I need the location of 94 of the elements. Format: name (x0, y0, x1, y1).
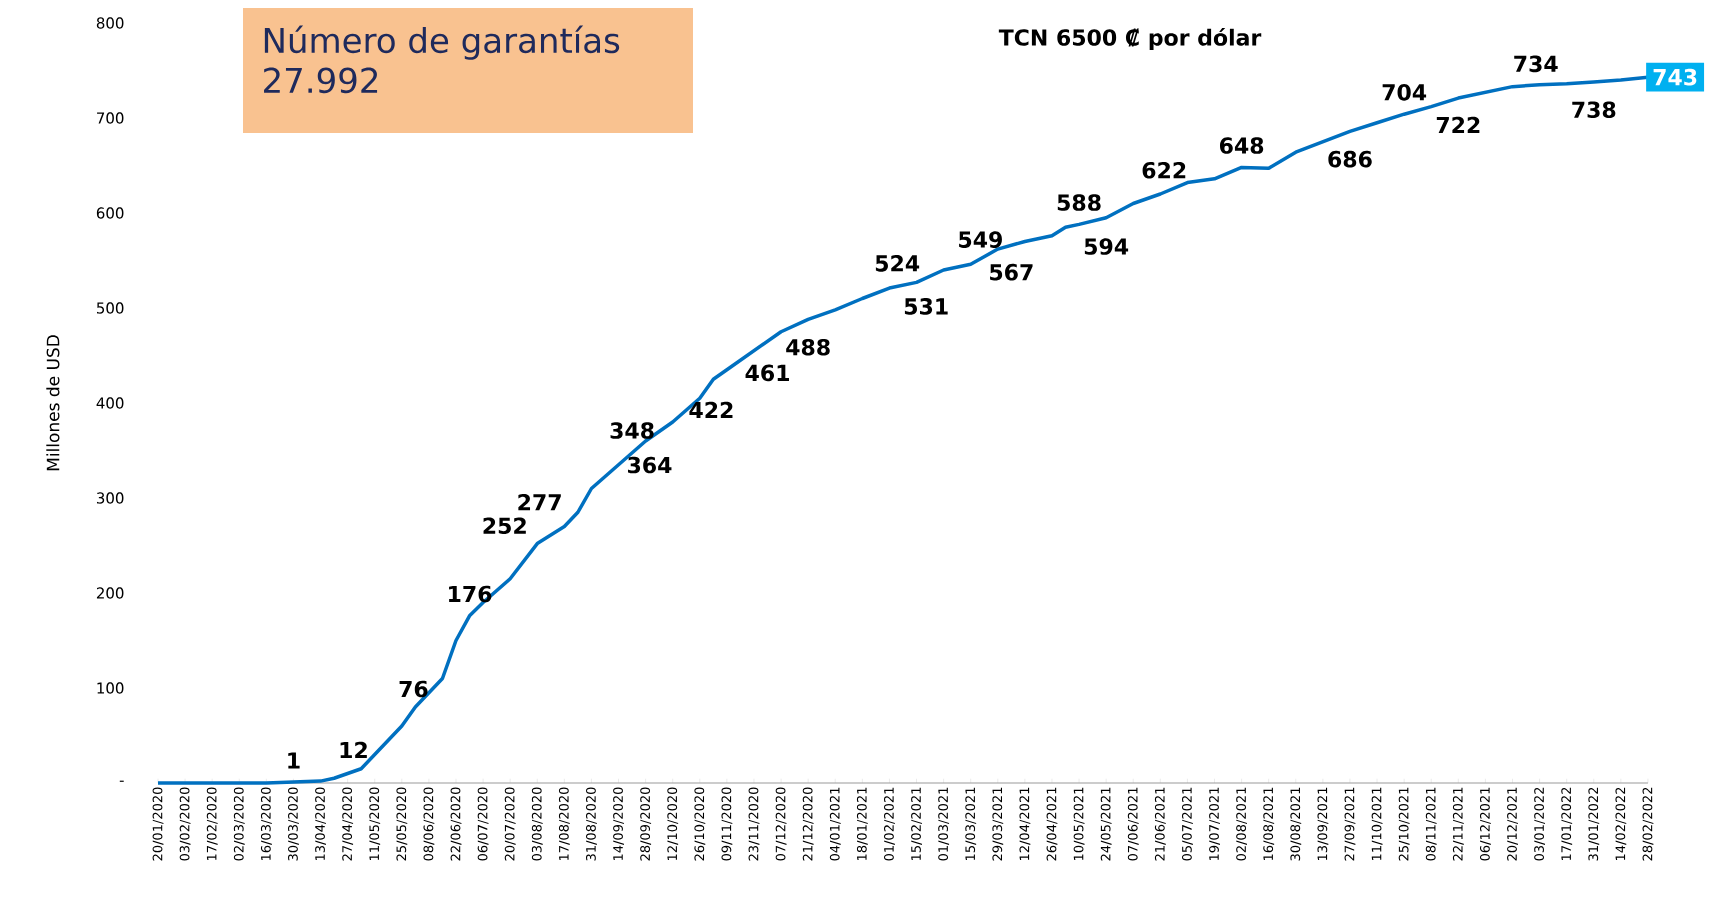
x-tick-label: 10/05/2021 (1073, 787, 1085, 861)
annotation: 743 (1653, 68, 1697, 86)
x-tick-label: 05/07/2021 (1181, 787, 1193, 861)
x-tick-label: 12/10/2020 (667, 787, 679, 861)
annotation: TCN 6500 ₡ por dólar (998, 27, 1262, 51)
x-tick-label: 17/01/2022 (1561, 787, 1573, 861)
annotation: 567 (990, 263, 1033, 281)
x-tick-label: 07/06/2021 (1127, 787, 1139, 861)
annotation: 588 (1057, 194, 1101, 211)
x-tick-label: 03/02/2020 (179, 787, 191, 861)
x-tick-label: 26/04/2021 (1046, 787, 1058, 861)
x-tick-label: 03/01/2022 (1534, 787, 1546, 861)
x-tick-label: 21/12/2020 (802, 787, 814, 861)
x-tick-label: 20/01/2020 (152, 787, 164, 861)
annotation: 524 (875, 255, 920, 272)
annotation: 704 (1382, 84, 1427, 101)
x-tick-label: 03/08/2020 (531, 787, 543, 861)
annotation: 461 (745, 364, 789, 382)
x-tick-label: 16/08/2021 (1263, 787, 1275, 861)
x-tick-label: 17/02/2020 (206, 787, 218, 861)
x-tick-label: 25/05/2020 (396, 787, 408, 861)
x-tick-label: 15/03/2021 (965, 787, 977, 861)
x-tick-label: 07/12/2020 (775, 787, 787, 861)
annotation: 686 (1328, 150, 1372, 168)
x-tick-label: 22/11/2021 (1452, 787, 1464, 861)
annotation: 488 (786, 338, 830, 356)
x-tick-label: 12/04/2021 (1019, 787, 1031, 861)
annotation: 364 (628, 456, 672, 474)
x-tick-label: 04/01/2021 (829, 787, 841, 861)
x-tick-label: 29/03/2021 (992, 787, 1004, 861)
annotation: 549 (959, 231, 1002, 248)
x-tick-label: 21/06/2021 (1154, 787, 1166, 861)
annotation: 734 (1514, 55, 1558, 73)
annotation: 27.992 (264, 67, 378, 94)
x-tick-label: 31/01/2022 (1588, 787, 1600, 861)
x-tick-label: 02/08/2021 (1236, 787, 1248, 861)
annotation: 738 (1572, 101, 1616, 119)
x-tick-label: 06/07/2020 (477, 787, 489, 861)
x-tick-label: 14/09/2020 (613, 787, 624, 861)
x-tick-label: 18/01/2021 (856, 787, 868, 861)
y-tick-label: 300 (96, 492, 124, 504)
y-tick-label: 800 (96, 17, 124, 29)
x-tick-label: 13/09/2021 (1317, 787, 1329, 861)
x-tick-label: 26/10/2020 (694, 787, 706, 861)
y-tick-label: 200 (96, 587, 124, 599)
x-tick-label: 02/03/2020 (233, 787, 245, 861)
x-tick-label: 22/06/2020 (450, 787, 462, 861)
x-tick-label: 20/12/2021 (1507, 787, 1518, 861)
annotation: 1 (288, 752, 300, 769)
x-tick-label: 28/09/2020 (640, 787, 652, 861)
x-tick-label: 09/11/2020 (721, 787, 733, 861)
annotation: 422 (689, 401, 733, 418)
y-tick-label: 600 (96, 207, 124, 219)
x-tick-label: 27/04/2020 (342, 787, 354, 861)
annotation: 252 (483, 517, 526, 535)
annotation: 176 (449, 585, 492, 603)
x-tick-label: 17/08/2020 (558, 787, 570, 861)
annotation: 277 (518, 493, 561, 511)
annotation: 76 (399, 680, 428, 698)
x-tick-label: 08/06/2020 (423, 787, 435, 861)
y-tick-label: 400 (96, 397, 124, 409)
x-tick-label: 11/05/2020 (369, 787, 381, 861)
annotation: 722 (1436, 116, 1480, 133)
x-tick-label: 19/07/2021 (1209, 787, 1220, 861)
annotation: 12 (340, 741, 367, 759)
x-tick-label: 14/02/2022 (1615, 787, 1627, 861)
y-tick-label: 500 (97, 302, 124, 314)
x-tick-label: 08/11/2021 (1425, 787, 1437, 861)
x-tick-label: 24/05/2021 (1100, 787, 1112, 861)
x-tick-label: 11/10/2021 (1371, 787, 1383, 861)
x-tick-label: 28/02/2022 (1642, 787, 1654, 861)
x-tick-label: 30/08/2021 (1290, 787, 1302, 861)
y-tick-label: 100 (97, 682, 124, 694)
x-tick-label: 01/02/2021 (884, 787, 895, 861)
x-tick-label: 01/03/2021 (938, 787, 950, 861)
x-tick-label: 31/08/2020 (586, 787, 597, 861)
annotation: 622 (1142, 161, 1186, 179)
annotation: 348 (610, 422, 654, 439)
annotation: 594 (1084, 238, 1129, 255)
x-tick-label: 25/10/2021 (1398, 787, 1410, 861)
x-tick-label: 15/02/2021 (911, 787, 922, 861)
y-tick-label: - (119, 780, 124, 782)
y-tick-label: 700 (97, 112, 124, 124)
annotation: Número de garantías (264, 25, 620, 60)
annotation: 648 (1220, 137, 1264, 154)
x-tick-label: 30/03/2020 (288, 787, 299, 861)
annotation: 531 (904, 298, 948, 315)
x-tick-label: 27/09/2021 (1344, 787, 1356, 861)
x-tick-label: 23/11/2020 (748, 787, 760, 861)
x-tick-label: 06/12/2021 (1479, 787, 1491, 861)
x-tick-label: 13/04/2020 (315, 787, 326, 861)
x-tick-label: 16/03/2020 (260, 787, 272, 861)
x-tick-label: 20/07/2020 (504, 787, 516, 861)
y-axis-title: Millones de USD (46, 335, 60, 471)
